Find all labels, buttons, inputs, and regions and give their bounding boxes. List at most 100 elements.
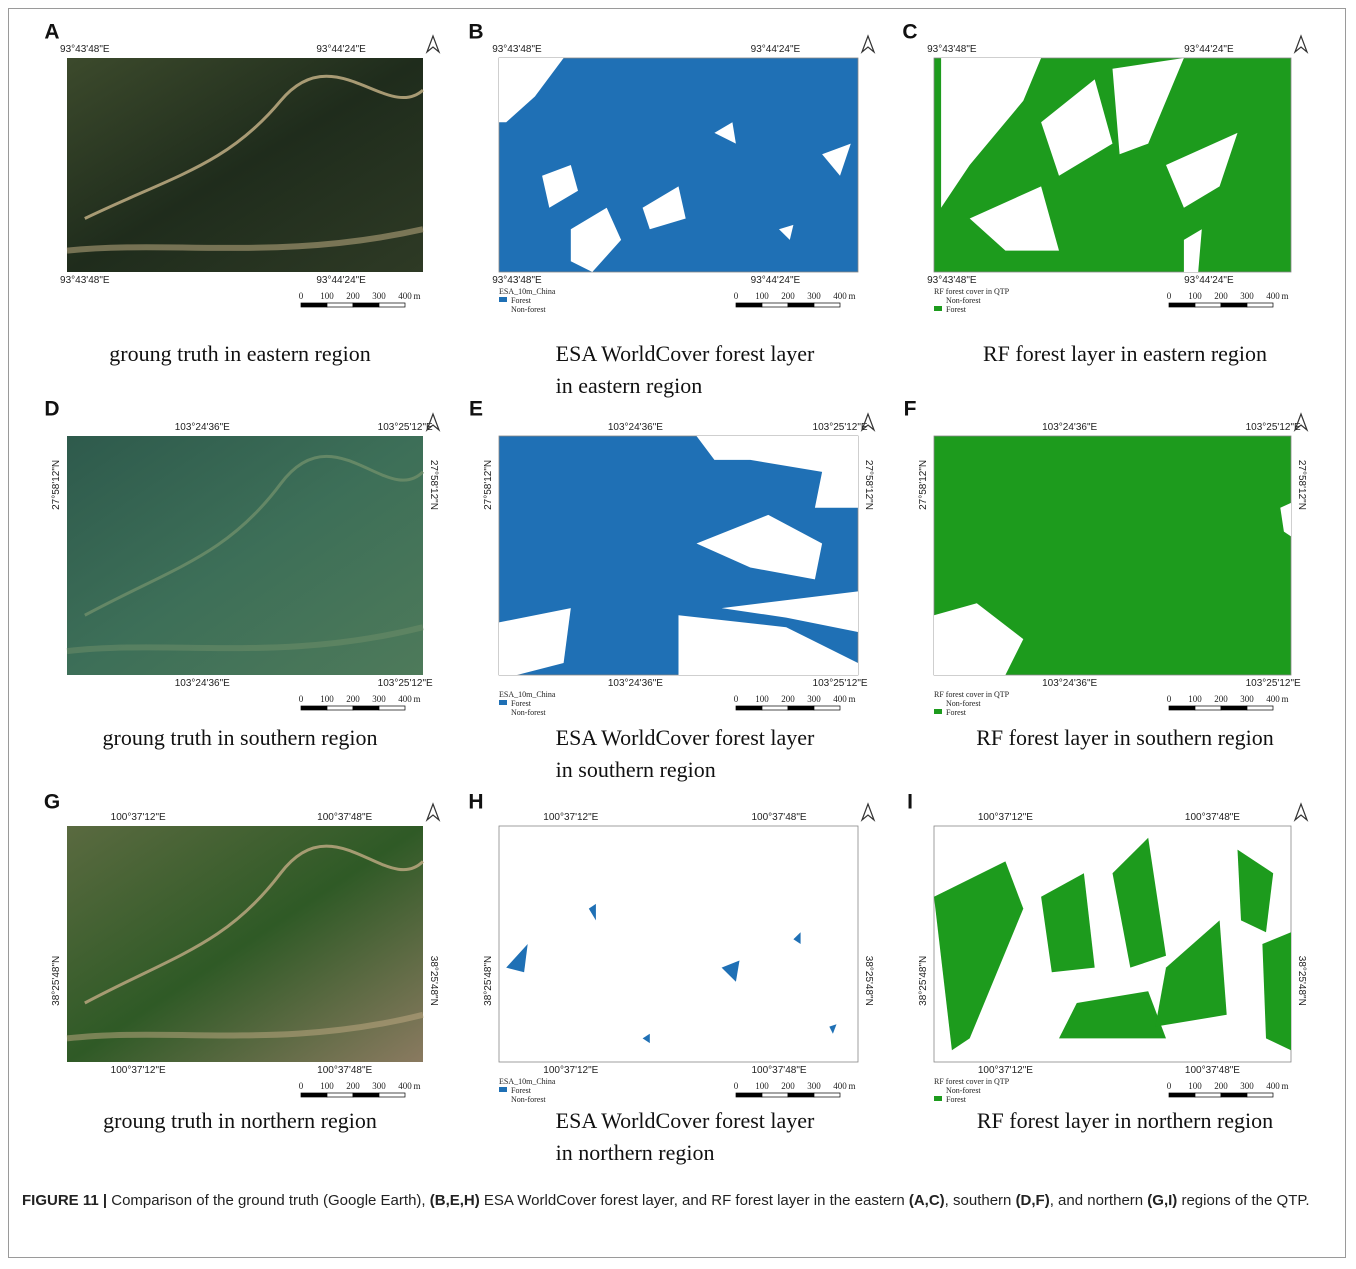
scale-segment bbox=[814, 303, 840, 307]
scale-label: 200 bbox=[346, 1081, 360, 1091]
coord-label: 93°44'24"E bbox=[316, 275, 366, 286]
legend-item: Forest bbox=[946, 708, 967, 717]
scale-label: 100 bbox=[755, 694, 769, 704]
caption-text: (G,I) bbox=[1147, 1192, 1177, 1209]
scale-label: 100 bbox=[1188, 694, 1202, 704]
scale-label: 300 bbox=[372, 1081, 386, 1091]
coord-label: 100°37'48"E bbox=[1185, 1065, 1240, 1076]
coord-label: 93°43'48"E bbox=[492, 275, 542, 286]
scale-segment bbox=[1169, 706, 1195, 710]
map-panel: I100°37'12"E100°37'48"E100°37'12"E100°37… bbox=[907, 791, 1307, 1133]
scale-label: 200 bbox=[346, 291, 360, 301]
scale-label: 300 bbox=[1240, 291, 1254, 301]
scale-segment bbox=[1195, 1093, 1221, 1097]
scale-segment bbox=[1247, 1093, 1273, 1097]
scale-segment bbox=[1247, 303, 1273, 307]
scale-label: 100 bbox=[755, 291, 769, 301]
panel-caption: in eastern region bbox=[556, 373, 703, 398]
scale-segment bbox=[379, 706, 405, 710]
scale-label: m bbox=[413, 291, 420, 301]
coord-label: 103°25'12"E bbox=[378, 422, 433, 433]
coord-label: 93°43'48"E bbox=[60, 275, 110, 286]
coord-label: 100°37'12"E bbox=[978, 1065, 1033, 1076]
scale-label: 400 bbox=[1266, 1081, 1280, 1091]
panel-letter: B bbox=[468, 21, 483, 44]
scale-label: 300 bbox=[807, 291, 821, 301]
legend-title: RF forest cover in QTP bbox=[934, 1077, 1010, 1086]
scale-segment bbox=[327, 303, 353, 307]
legend-item: Non-forest bbox=[511, 708, 546, 717]
scale-segment bbox=[788, 303, 814, 307]
coord-label: 103°24'36"E bbox=[608, 678, 663, 689]
legend-item: Forest bbox=[511, 296, 532, 305]
panel-caption: groung truth in northern region bbox=[103, 1108, 377, 1133]
legend-item: Non-forest bbox=[946, 1086, 981, 1095]
coord-label: 100°37'48"E bbox=[751, 1065, 806, 1076]
map-panel: A93°43'48"E93°44'24"E93°43'48"E93°44'24"… bbox=[44, 21, 439, 366]
scale-label: m bbox=[848, 694, 855, 704]
scale-segment bbox=[327, 1093, 353, 1097]
scale-segment bbox=[1169, 1093, 1195, 1097]
coord-label: 103°25'12"E bbox=[378, 678, 433, 689]
scale-segment bbox=[379, 303, 405, 307]
scale-label: m bbox=[413, 1081, 420, 1091]
coord-label: 100°37'12"E bbox=[111, 1065, 166, 1076]
scale-label: 400 bbox=[398, 694, 412, 704]
page: A93°43'48"E93°44'24"E93°43'48"E93°44'24"… bbox=[0, 0, 1356, 1269]
coord-label: 103°24'36"E bbox=[175, 422, 230, 433]
coord-label: 103°24'36"E bbox=[608, 422, 663, 433]
caption-text: (A,C) bbox=[909, 1192, 945, 1209]
scale-segment bbox=[788, 706, 814, 710]
scale-label: 100 bbox=[320, 694, 334, 704]
figure-caption: FIGURE 11 | Comparison of the ground tru… bbox=[22, 1188, 1322, 1213]
panel-letter: I bbox=[907, 791, 913, 814]
scale-segment bbox=[736, 706, 762, 710]
legend-swatch bbox=[499, 700, 507, 705]
coord-label: 27°58'12"N bbox=[483, 460, 494, 510]
coord-label: 103°25'12"E bbox=[813, 422, 868, 433]
scale-label: 100 bbox=[1188, 1081, 1202, 1091]
scale-label: 400 bbox=[833, 291, 847, 301]
scale-segment bbox=[353, 1093, 379, 1097]
north-arrow bbox=[862, 36, 874, 52]
scale-label: m bbox=[413, 694, 420, 704]
panel-letter: C bbox=[902, 21, 917, 44]
caption-text: , southern bbox=[945, 1192, 1016, 1209]
panel-caption: in southern region bbox=[556, 757, 716, 782]
scale-label: m bbox=[1281, 694, 1288, 704]
coord-label: 27°58'12"N bbox=[863, 460, 874, 510]
caption-text: regions of the QTP. bbox=[1177, 1192, 1309, 1209]
coord-label: 100°37'12"E bbox=[543, 1065, 598, 1076]
coord-label: 103°25'12"E bbox=[813, 678, 868, 689]
scale-label: 300 bbox=[372, 694, 386, 704]
scale-label: 300 bbox=[1240, 694, 1254, 704]
scale-segment bbox=[1221, 303, 1247, 307]
scale-segment bbox=[736, 1093, 762, 1097]
coord-label: 103°25'12"E bbox=[1246, 678, 1301, 689]
coord-label: 100°37'48"E bbox=[317, 1065, 372, 1076]
coord-label: 93°43'48"E bbox=[492, 44, 542, 55]
legend-swatch bbox=[934, 709, 942, 714]
scale-segment bbox=[353, 706, 379, 710]
coord-label: 100°37'12"E bbox=[111, 812, 166, 823]
coord-label: 103°24'36"E bbox=[1042, 422, 1097, 433]
scale-segment bbox=[814, 1093, 840, 1097]
legend-swatch bbox=[499, 1087, 507, 1092]
coord-label: 27°58'12"N bbox=[1296, 460, 1307, 510]
legend-item: Forest bbox=[511, 699, 532, 708]
scale-label: 0 bbox=[299, 1081, 304, 1091]
coord-label: 100°37'48"E bbox=[317, 812, 372, 823]
scale-label: 200 bbox=[1214, 694, 1228, 704]
scale-segment bbox=[1195, 303, 1221, 307]
north-arrow bbox=[427, 36, 439, 52]
scale-label: 200 bbox=[781, 694, 795, 704]
coord-label: 93°44'24"E bbox=[316, 44, 366, 55]
scale-segment bbox=[814, 706, 840, 710]
scale-segment bbox=[1221, 706, 1247, 710]
coord-label: 27°58'12"N bbox=[918, 460, 929, 510]
panel-caption: RF forest layer in northern region bbox=[977, 1108, 1273, 1133]
coord-label: 38°25'48"N bbox=[428, 956, 439, 1006]
caption-text: (D,F) bbox=[1016, 1192, 1050, 1209]
